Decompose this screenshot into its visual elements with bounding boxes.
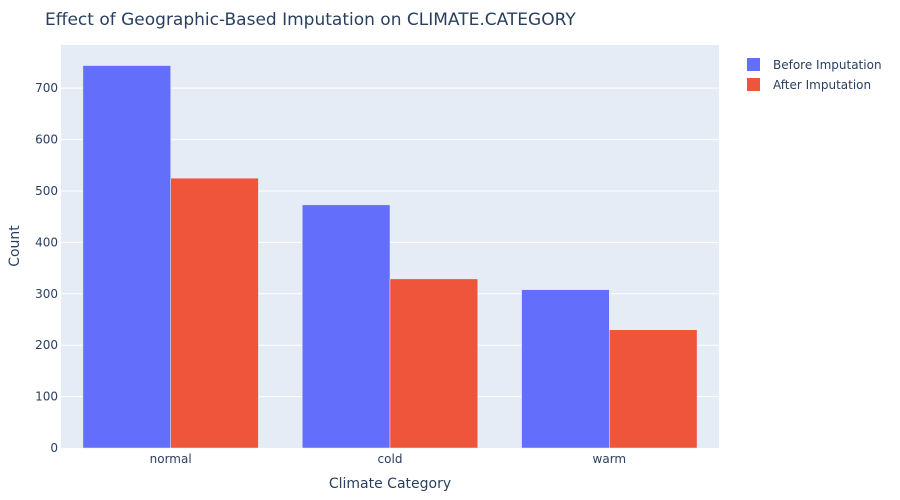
- y-tick-label: 400: [35, 235, 58, 249]
- legend-swatch: [747, 78, 760, 91]
- bar-cold-series-1: [389, 278, 478, 449]
- y-tick-label: 500: [35, 184, 58, 198]
- y-tick-labels: 0 100 200 300 400 500 600 700: [35, 81, 58, 455]
- y-tick-label: 600: [35, 133, 58, 147]
- x-tick-label: normal: [150, 452, 192, 466]
- x-tick-label: warm: [593, 452, 627, 466]
- x-tick-labels: normal cold warm: [150, 452, 626, 466]
- legend-swatch: [747, 58, 760, 71]
- x-tick-label: cold: [378, 452, 403, 466]
- bar-cold-series-0: [302, 204, 391, 449]
- chart-title: Effect of Geographic-Based Imputation on…: [45, 10, 576, 30]
- y-tick-label: 700: [35, 81, 58, 95]
- bar-normal-series-1: [170, 177, 259, 449]
- y-tick-label: 0: [50, 441, 58, 455]
- legend-label: After Imputation: [773, 78, 871, 92]
- y-tick-label: 200: [35, 338, 58, 352]
- y-tick-label: 100: [35, 390, 58, 404]
- bar-normal-series-0: [82, 65, 171, 449]
- bar-warm-series-0: [521, 289, 610, 449]
- y-tick-label: 300: [35, 287, 58, 301]
- legend: Before Imputation After Imputation: [747, 58, 882, 92]
- y-axis-title: Count: [7, 225, 23, 267]
- bar-marks: [82, 65, 698, 449]
- legend-label: Before Imputation: [773, 58, 882, 72]
- x-axis-title: Climate Category: [329, 476, 451, 492]
- bar-warm-series-1: [609, 329, 698, 449]
